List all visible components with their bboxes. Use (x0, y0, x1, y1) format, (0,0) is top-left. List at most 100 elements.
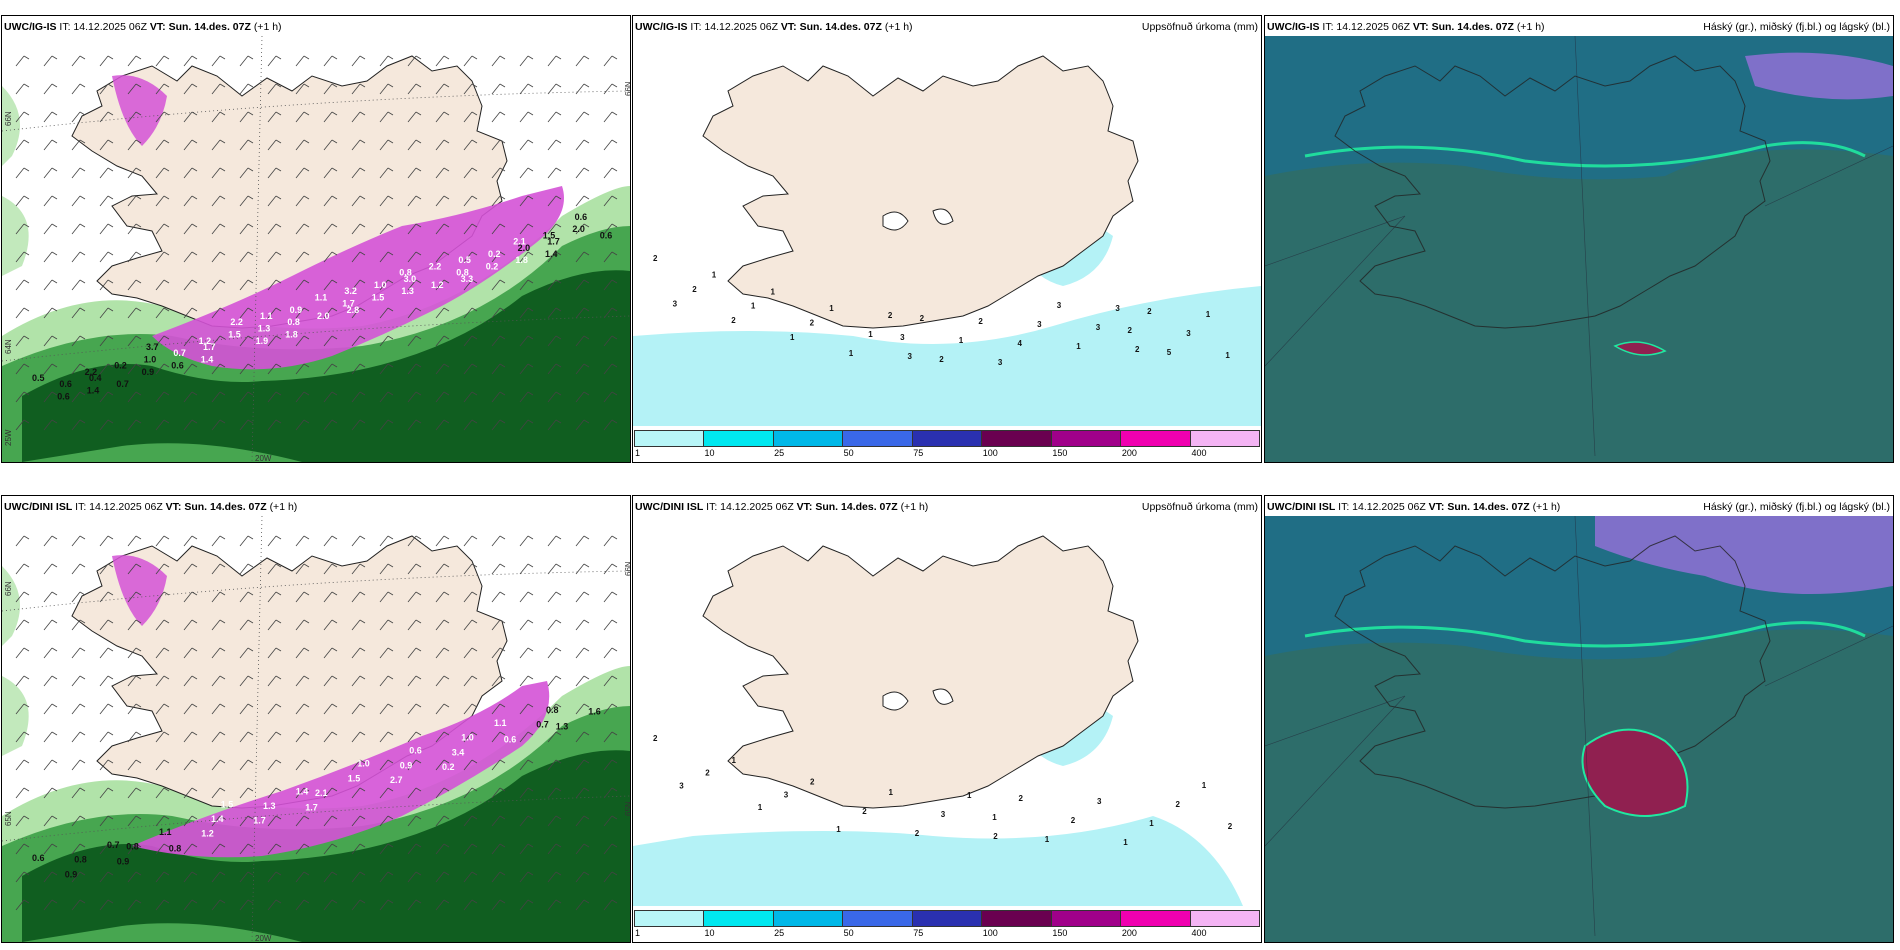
wind-barb-flag (331, 731, 338, 736)
wind-barb (351, 843, 361, 855)
wind-barb (183, 223, 193, 235)
wind-barb-flag (275, 871, 282, 876)
wind-barb (323, 335, 333, 347)
wind-barb-flag (107, 843, 114, 848)
wind-barb-flag (611, 391, 618, 396)
value-label: 0.9 (65, 869, 78, 879)
wind-barb (547, 419, 557, 431)
wind-barb-flag (443, 899, 450, 904)
wind-barb (491, 419, 501, 431)
wind-barb (295, 759, 305, 771)
wind-barb-flag (331, 83, 338, 88)
wind-barb (547, 591, 557, 603)
wind-barb-flag (331, 139, 338, 144)
wind-barb (323, 111, 333, 123)
wind-barb-flag (191, 619, 198, 624)
wind-barb (99, 335, 109, 347)
wind-barb-flag (51, 759, 58, 764)
wind-barb (435, 139, 445, 151)
wind-barb (435, 419, 445, 431)
wind-barb-flag (51, 535, 58, 540)
wind-barb-flag (163, 647, 170, 652)
wind-barb (239, 899, 249, 911)
wind-barb-flag (611, 55, 618, 60)
panel-parameter-title: Uppsöfnuð úrkoma (mm) (1141, 501, 1258, 513)
wind-barb-flag (275, 111, 282, 116)
wind-barb-flag (359, 335, 366, 340)
value-label: 1.7 (547, 237, 560, 247)
value-label: 1 (849, 349, 854, 358)
wind-barb-flag (247, 111, 254, 116)
value-label: 1.0 (374, 280, 387, 290)
wind-barb-flag (107, 535, 114, 540)
wind-barb (351, 307, 361, 319)
wind-barb (379, 391, 389, 403)
wind-barb (379, 703, 389, 715)
wind-barb (295, 787, 305, 799)
wind-barb-flag (107, 871, 114, 876)
wind-barb-flag (275, 843, 282, 848)
value-label: 4 (1018, 339, 1023, 348)
wind-barb (43, 871, 53, 883)
valid-time: Sun. 14.des. 07Z (1431, 21, 1514, 33)
wind-barb (323, 307, 333, 319)
value-label: 2.2 (429, 261, 442, 271)
wind-barb (323, 195, 333, 207)
wind-barb-flag (79, 139, 86, 144)
wind-barb-flag (191, 83, 198, 88)
wind-barb (351, 391, 361, 403)
wind-barb-flag (135, 363, 142, 368)
wind-barb (127, 419, 137, 431)
wind-barb-flag (555, 167, 562, 172)
wind-barb (575, 759, 585, 771)
value-label: 2 (1176, 800, 1181, 809)
value-label: 1.4 (545, 249, 558, 259)
wind-barb-flag (303, 563, 310, 568)
wind-barb-flag (387, 279, 394, 284)
wind-barb-flag (387, 307, 394, 312)
wind-barb (379, 279, 389, 291)
wind-barb-flag (359, 55, 366, 60)
wind-barb (351, 619, 361, 631)
wind-barb-flag (443, 703, 450, 708)
wind-barb-flag (303, 419, 310, 424)
wind-barb (435, 279, 445, 291)
wind-barb (351, 335, 361, 347)
wind-barb-flag (275, 703, 282, 708)
wind-barb (351, 787, 361, 799)
value-label: 2 (978, 317, 983, 326)
lead-time: (+1 h) (900, 501, 929, 513)
panel-parameter-title: Uppsöfnuð úrkoma (mm) (1141, 21, 1258, 33)
wind-barb (295, 363, 305, 375)
wind-barb (71, 307, 81, 319)
wind-barb-flag (387, 563, 394, 568)
wind-barb-flag (191, 871, 198, 876)
wind-barb (603, 223, 613, 235)
wind-barb (575, 195, 585, 207)
wind-barb-flag (611, 843, 618, 848)
value-label: 1.4 (201, 354, 214, 364)
wind-barb (491, 647, 501, 659)
wind-barb-flag (527, 591, 534, 596)
wind-barb (155, 279, 165, 291)
wind-barb-flag (331, 535, 338, 540)
wind-barb-flag (107, 223, 114, 228)
graticule (1265, 516, 1893, 937)
wind-barb (547, 279, 557, 291)
wind-barb (463, 591, 473, 603)
wind-barb (239, 535, 249, 547)
value-label: 0.8 (169, 843, 182, 853)
wind-barb-flag (303, 787, 310, 792)
wind-barb-flag (611, 675, 618, 680)
wind-barb-flag (107, 647, 114, 652)
wind-barb (239, 419, 249, 431)
wind-barb-flag (247, 899, 254, 904)
wind-barb-flag (79, 363, 86, 368)
wind-barb (127, 83, 137, 95)
wind-barb (323, 815, 333, 827)
wind-barb-flag (275, 223, 282, 228)
wind-barb-flag (443, 251, 450, 256)
value-labels: 0.50.60.62.21.40.40.20.70.91.03.70.60.71… (32, 212, 612, 402)
low-cloud-patch (1613, 341, 1667, 356)
wind-barb (211, 223, 221, 235)
